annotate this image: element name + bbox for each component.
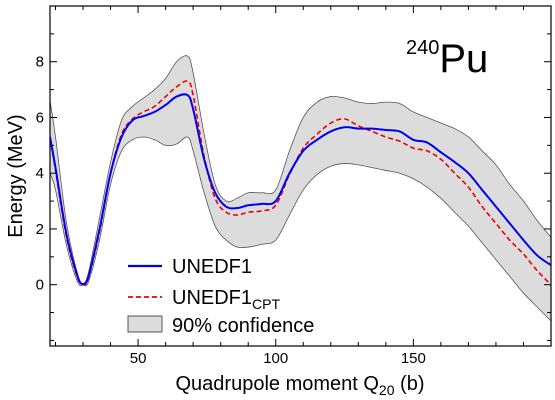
plot-area	[50, 55, 551, 322]
x-axis-title-main: Quadrupole moment Q	[175, 373, 378, 395]
axis-ticks: 50 100 150 0 2 4 6 8	[36, 5, 552, 367]
x-axis-title: Quadrupole moment Q20 (b)	[175, 373, 424, 398]
legend-label-confidence: 90% confidence	[172, 315, 314, 337]
series-line-unedf1	[50, 93, 551, 286]
y-tick-label: 4	[36, 165, 44, 182]
legend-label-unedf1-cpt-sub: CPT	[252, 296, 280, 312]
y-tick-label: 8	[36, 54, 44, 71]
y-tick-label: 2	[36, 221, 44, 238]
x-tick-label: 150	[401, 350, 426, 367]
legend-label-unedf1-cpt: UNEDF1CPT	[172, 287, 280, 312]
legend-swatch-confidence	[127, 315, 163, 333]
x-axis-title-sub: 20	[379, 382, 395, 398]
legend: UNEDF1 UNEDF1CPT 90% confidence	[127, 256, 314, 337]
confidence-band	[50, 55, 551, 321]
x-tick-label: 100	[263, 350, 288, 367]
x-axis-title-unit: (b)	[395, 373, 425, 395]
series-line-unedf1-cpt	[50, 80, 551, 286]
y-axis-title: Energy (MeV)	[5, 114, 27, 237]
x-tick-label: 50	[130, 350, 147, 367]
confidence-band-lower-edge	[50, 136, 551, 322]
y-tick-label: 0	[36, 277, 44, 294]
y-tick-label: 6	[36, 109, 44, 126]
nucleus-label: 240Pu	[406, 37, 488, 81]
legend-label-unedf1: UNEDF1	[172, 256, 252, 278]
confidence-band-upper-edge	[50, 55, 551, 284]
plot-frame	[49, 5, 552, 347]
mass-number: 240	[406, 37, 439, 59]
legend-label-unedf1-cpt-main: UNEDF1	[172, 287, 252, 309]
element-symbol: Pu	[439, 37, 488, 81]
